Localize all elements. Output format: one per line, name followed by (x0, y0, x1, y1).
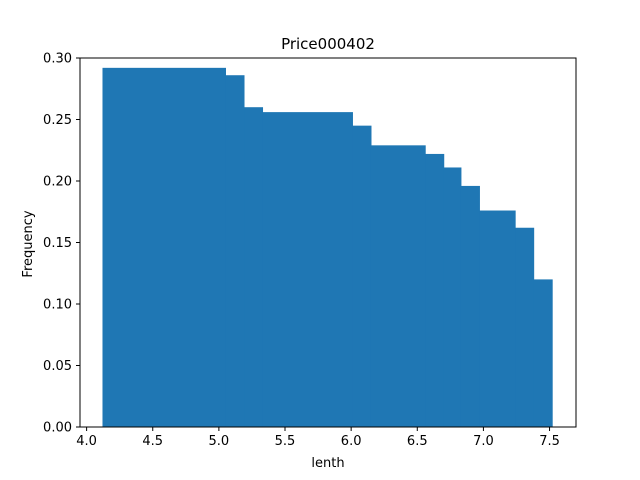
bars-group (102, 67, 553, 428)
histogram-bar-8 (443, 167, 462, 427)
y-tick-label: 0.00 (43, 421, 72, 436)
histogram-bar-3 (244, 107, 264, 427)
histogram-bar-7 (425, 153, 445, 427)
histogram-bar-10 (479, 210, 516, 427)
x-tick-label: 6.5 (407, 434, 428, 449)
histogram-bar-12 (533, 279, 553, 427)
y-axis-ticks: 0.00 0.05 0.10 0.15 0.20 0.25 0.30 (43, 52, 80, 436)
x-tick-label: 6.0 (341, 434, 362, 449)
histogram-bar-9 (460, 185, 480, 427)
chart-title: Price000402 (281, 35, 375, 53)
histogram-bar-1 (102, 67, 226, 427)
y-axis-label: Frequency (21, 210, 36, 277)
x-tick-label: 7.5 (539, 434, 560, 449)
x-tick-label: 4.5 (142, 434, 163, 449)
x-axis-label: lenth (311, 456, 344, 471)
histogram-bar-11 (515, 227, 535, 427)
x-tick-label: 4.0 (76, 434, 97, 449)
y-tick-label: 0.20 (43, 175, 72, 190)
y-tick-label: 0.15 (43, 236, 72, 251)
y-tick-label: 0.30 (43, 52, 72, 67)
histogram-bar-4 (262, 112, 353, 428)
histogram-bar-5 (352, 125, 372, 428)
y-tick-label: 0.05 (43, 359, 72, 374)
histogram-bar-2 (225, 75, 245, 427)
x-axis-ticks: 4.0 4.5 5.0 5.5 6.0 6.5 7.0 7.5 (76, 427, 560, 449)
x-tick-label: 5.5 (275, 434, 296, 449)
x-tick-label: 7.0 (473, 434, 494, 449)
y-tick-label: 0.25 (43, 113, 72, 128)
x-tick-label: 5.0 (209, 434, 230, 449)
histogram-bar-6 (370, 145, 426, 427)
y-tick-label: 0.10 (43, 298, 72, 313)
